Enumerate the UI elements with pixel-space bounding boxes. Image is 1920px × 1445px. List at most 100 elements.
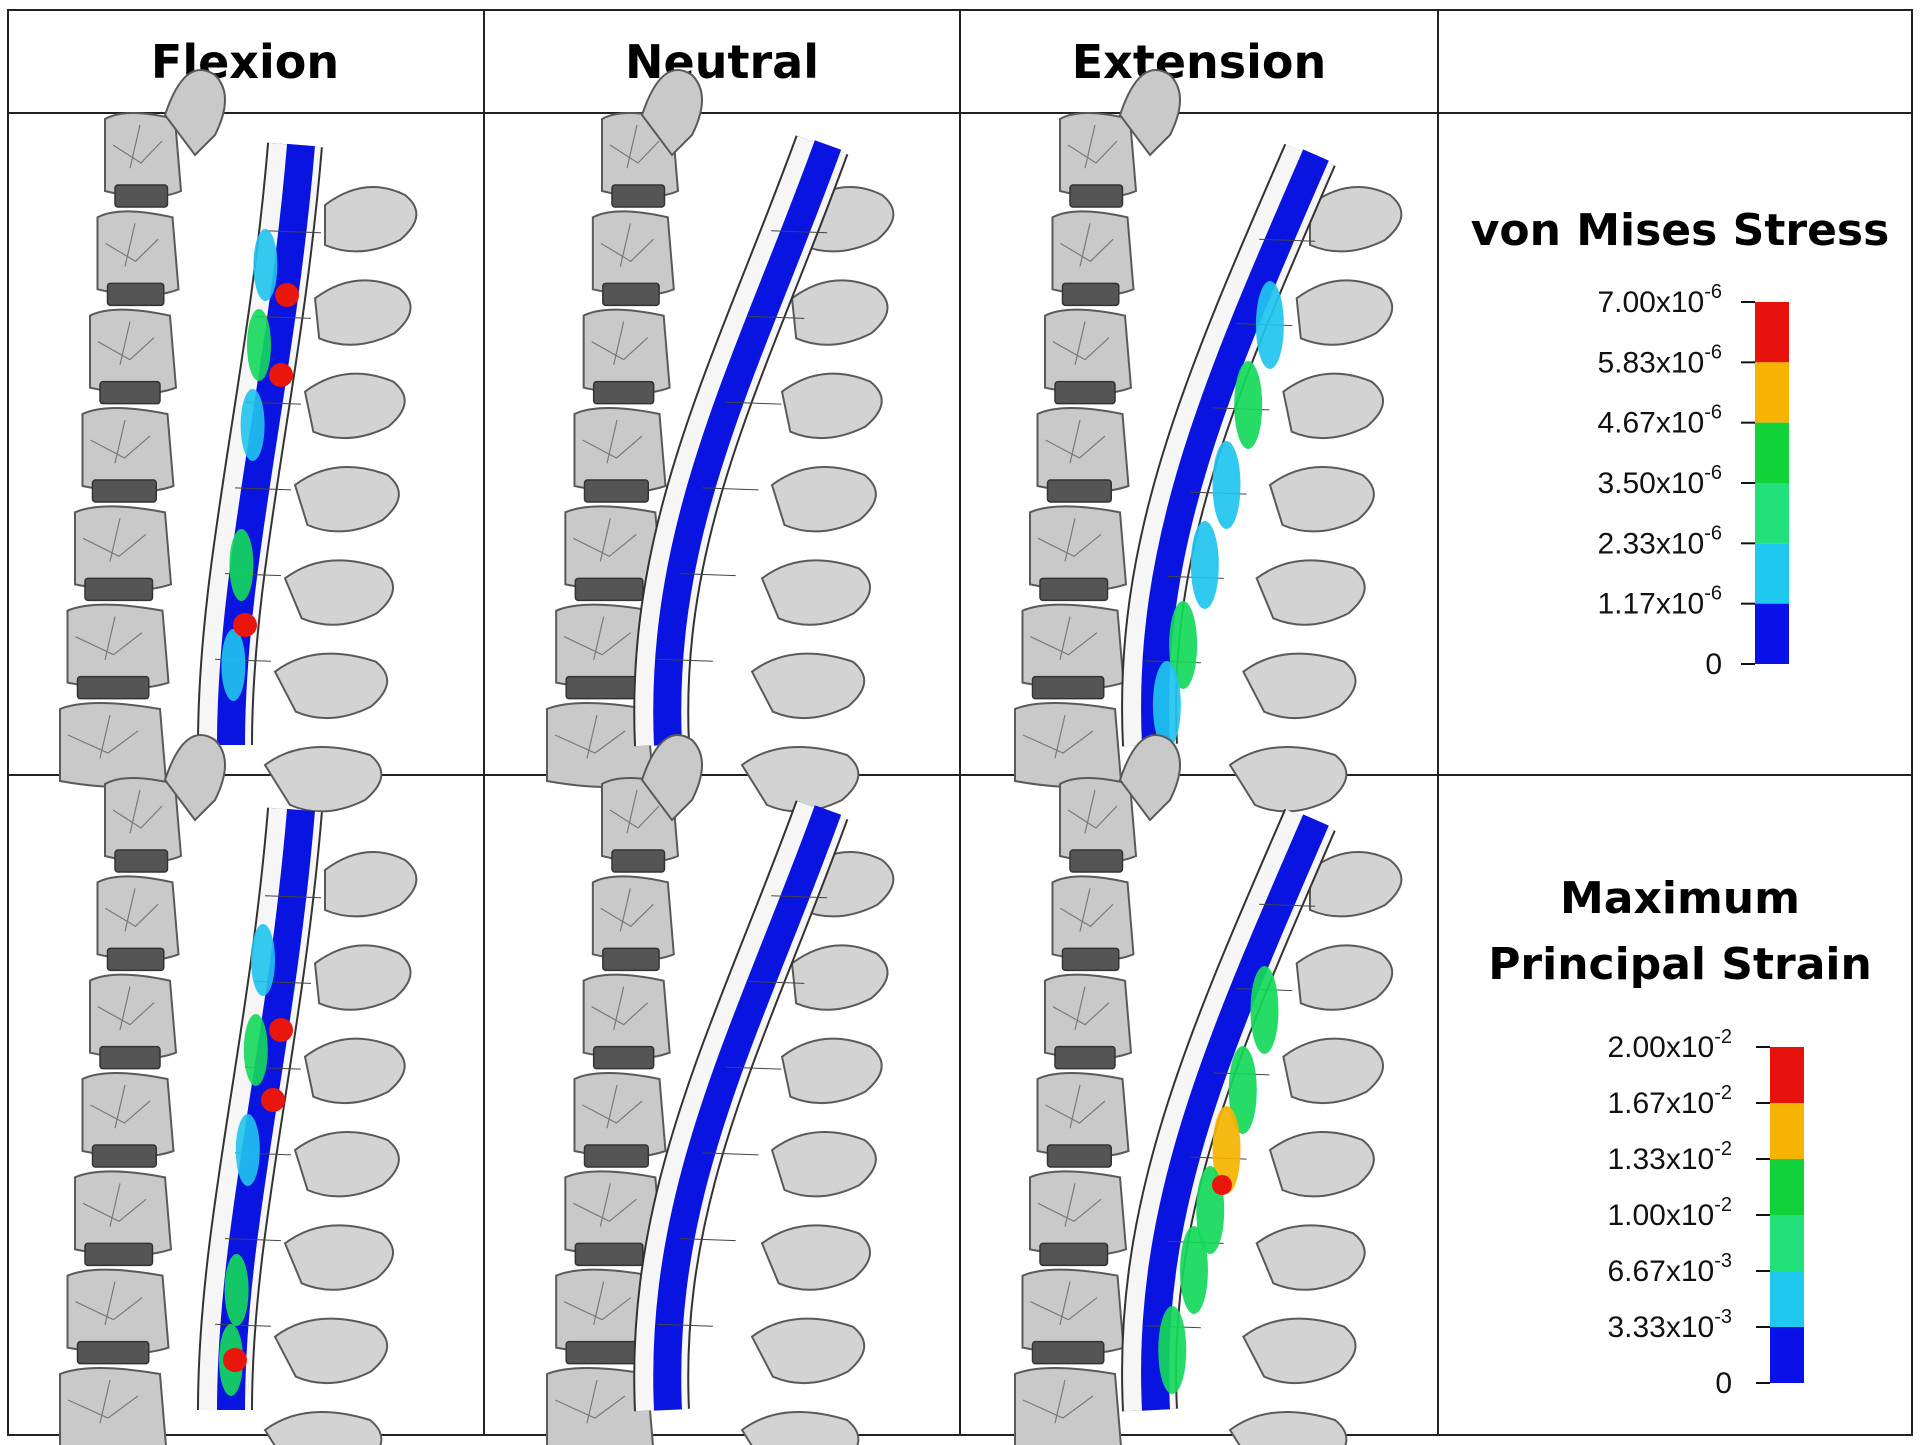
spinous-process bbox=[324, 851, 418, 918]
colorbar-segment bbox=[1770, 1215, 1804, 1271]
intervertebral-disc bbox=[602, 282, 660, 307]
stress-region bbox=[251, 924, 275, 996]
spinous-process bbox=[1295, 944, 1394, 1011]
stress-hotspot bbox=[275, 283, 299, 307]
colorbar-tick-label: 3.33x10-3 bbox=[1607, 1306, 1732, 1344]
spinal-cord bbox=[1141, 814, 1329, 1411]
vertebral-body bbox=[59, 702, 168, 788]
stress-hotspot bbox=[261, 1088, 285, 1112]
intervertebral-disc bbox=[1039, 1242, 1109, 1267]
intervertebral-disc bbox=[574, 1242, 644, 1267]
legend-title: Principal Strain bbox=[1488, 939, 1872, 990]
stress-region bbox=[1179, 1226, 1208, 1314]
stress-region bbox=[1228, 1046, 1257, 1134]
spinous-process bbox=[760, 559, 871, 626]
intervertebral-disc bbox=[76, 675, 150, 700]
spinous-process bbox=[324, 186, 418, 253]
stress-region bbox=[247, 309, 271, 381]
spinous-process bbox=[740, 746, 860, 813]
stress-region bbox=[235, 1114, 260, 1186]
colorbar-tick-label: 0 bbox=[1705, 648, 1722, 681]
intervertebral-disc bbox=[99, 380, 161, 405]
spinous-process bbox=[1282, 372, 1384, 440]
colorbar-segment bbox=[1755, 603, 1789, 664]
vertebral-body bbox=[546, 1367, 654, 1445]
stress-region bbox=[224, 1254, 249, 1326]
stress-region bbox=[1158, 1306, 1187, 1394]
vertebra-top bbox=[640, 69, 703, 157]
spinous-process bbox=[1282, 1037, 1384, 1105]
stress-region bbox=[1152, 661, 1181, 749]
intervertebral-disc bbox=[1061, 947, 1120, 972]
spinous-process bbox=[1295, 279, 1394, 346]
colorbar-tick-label: 2.00x10-2 bbox=[1607, 1026, 1732, 1064]
spinous-process bbox=[760, 1224, 871, 1291]
spinal-cord bbox=[653, 805, 842, 1411]
legend-maximum-principal-strain: Maximum Principal Strain 2.00x10-2 1.67x10-… bbox=[1488, 873, 1872, 1400]
stress-region bbox=[253, 229, 278, 301]
vertebra-top bbox=[163, 69, 226, 157]
spinous-process bbox=[790, 944, 889, 1011]
vertebral-body bbox=[1014, 1367, 1122, 1445]
intervertebral-disc bbox=[114, 184, 169, 208]
spinous-process bbox=[303, 372, 406, 440]
vertebra-top bbox=[1118, 69, 1181, 157]
intervertebral-disc bbox=[611, 849, 666, 873]
intervertebral-disc bbox=[114, 849, 169, 873]
legend-title: von Mises Stress bbox=[1471, 205, 1890, 256]
stress-region bbox=[1234, 361, 1263, 449]
colorbar-tick-label: 1.67x10-2 bbox=[1607, 1082, 1732, 1120]
spinous-process bbox=[263, 1411, 383, 1445]
vertebra-top bbox=[640, 734, 703, 822]
spinal-cord bbox=[653, 140, 842, 746]
spinous-process bbox=[283, 1224, 394, 1291]
intervertebral-disc bbox=[592, 1045, 655, 1070]
spinous-process bbox=[1228, 746, 1348, 813]
intervertebral-disc bbox=[611, 184, 666, 208]
stress-region bbox=[1212, 441, 1241, 529]
spine-model-2 bbox=[1014, 69, 1403, 813]
intervertebral-disc bbox=[1061, 282, 1120, 307]
spinous-process bbox=[293, 1131, 400, 1198]
intervertebral-disc bbox=[1069, 849, 1124, 873]
intervertebral-disc bbox=[1046, 1144, 1112, 1168]
spinous-process bbox=[293, 466, 400, 533]
vertebral-body bbox=[1014, 702, 1123, 788]
spinous-process bbox=[313, 279, 412, 346]
colorbar-segment bbox=[1770, 1103, 1804, 1159]
colorbar-tick-label: 1.17x10-6 bbox=[1597, 583, 1722, 621]
intervertebral-disc bbox=[574, 577, 644, 602]
spinous-process bbox=[273, 652, 389, 720]
legend-von-mises-stress: von Mises Stress 7.00x10-6 5.83x10-6 4.67x1… bbox=[1471, 205, 1890, 681]
colorbar-segment bbox=[1755, 543, 1789, 604]
spinous-process bbox=[770, 1131, 877, 1198]
stress-region bbox=[1255, 281, 1284, 369]
stress-hotspot bbox=[269, 363, 293, 387]
colorbar-tick-label: 7.00x10-6 bbox=[1597, 281, 1722, 319]
colorbar-segment bbox=[1770, 1327, 1804, 1383]
intervertebral-disc bbox=[1069, 184, 1124, 208]
spinous-process bbox=[790, 279, 889, 346]
vertebral-body bbox=[59, 1367, 167, 1445]
stress-hotspot bbox=[223, 1348, 247, 1372]
intervertebral-disc bbox=[1039, 577, 1109, 602]
colorbar-segment bbox=[1770, 1047, 1804, 1103]
spinous-process bbox=[263, 746, 383, 813]
header-flexion: Flexion bbox=[151, 35, 339, 89]
intervertebral-disc bbox=[84, 577, 154, 602]
spinous-process bbox=[780, 372, 883, 440]
spinous-process bbox=[1309, 186, 1403, 253]
vertebra-top bbox=[163, 734, 226, 822]
colorbar-segment bbox=[1755, 302, 1789, 363]
stress-region bbox=[1190, 521, 1219, 609]
header-extension: Extension bbox=[1072, 35, 1327, 89]
intervertebral-disc bbox=[565, 1340, 639, 1365]
spinal-cord bbox=[1141, 149, 1329, 746]
intervertebral-disc bbox=[1031, 1340, 1105, 1365]
spinous-process bbox=[283, 559, 394, 626]
spine-model-4 bbox=[546, 734, 895, 1445]
stress-region bbox=[240, 389, 265, 461]
intervertebral-disc bbox=[91, 479, 157, 503]
colorbar-segment bbox=[1755, 483, 1789, 544]
spinous-process bbox=[750, 652, 866, 720]
